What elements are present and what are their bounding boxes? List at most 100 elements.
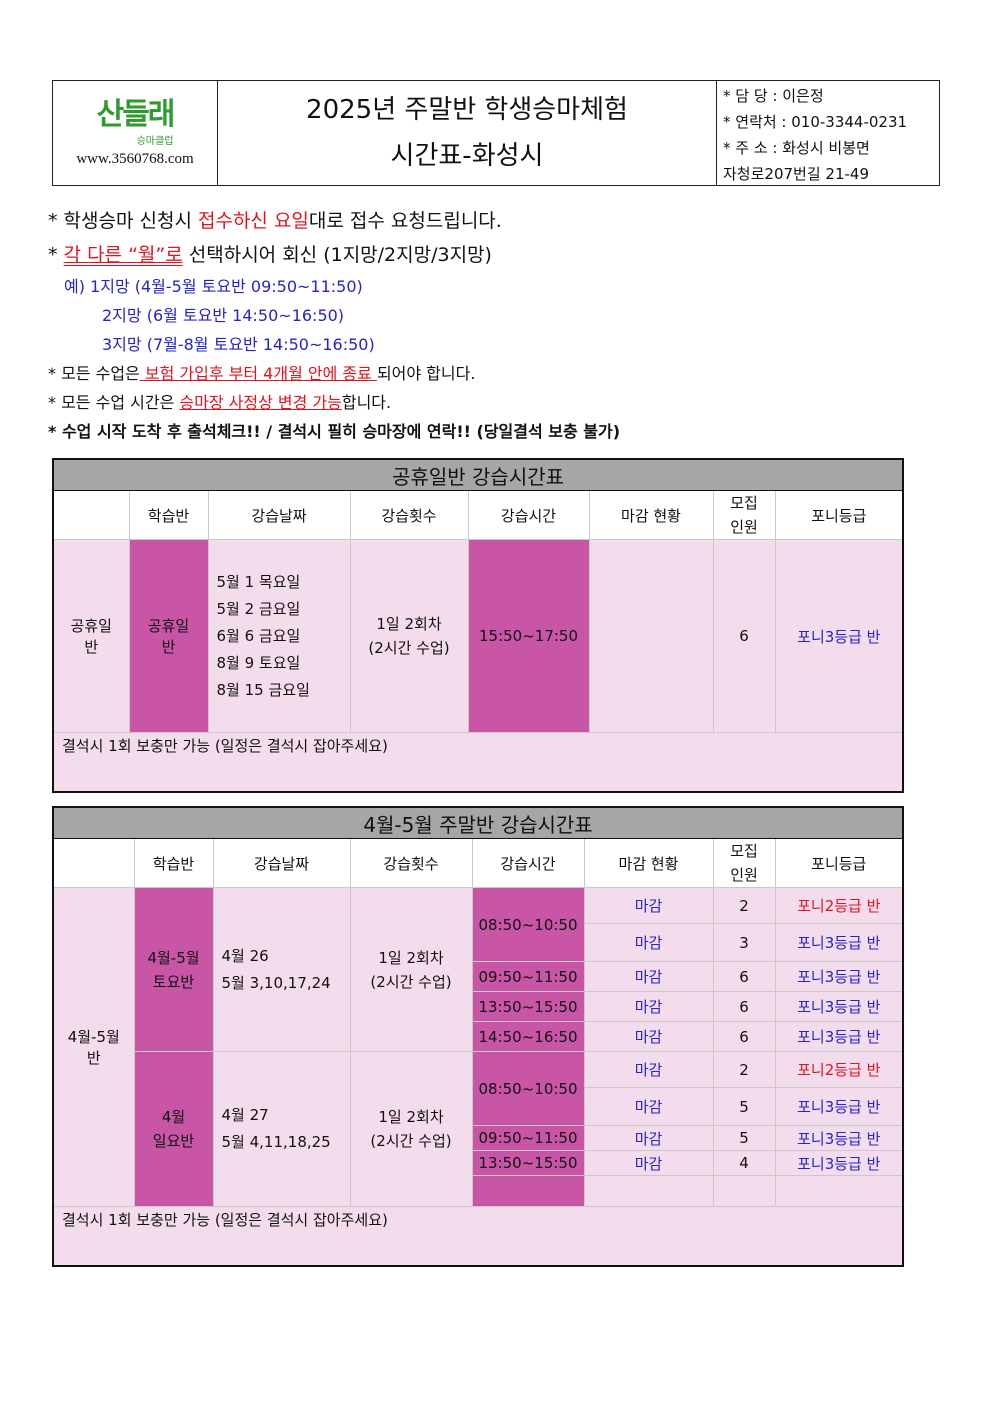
table-note: 결석시 1회 보충만 가능 (일정은 결석시 잡아주세요) [52,1206,904,1266]
example-3: 3지망 (7월-8월 토요반 14:50~16:50) [102,335,375,354]
status-cell: 마감 [583,1087,714,1126]
status-cell [588,539,714,733]
col-dates: 강습날짜 [207,490,351,540]
header-row: 학습반 강습날짜 강습횟수 강습시간 마감 현황 모집 인원 포니등급 [52,490,904,540]
capacity-cell: 5 [712,1087,776,1126]
weekend-schedule-table: 4월-5월 주말반 강습시간표 학습반 강습날짜 강습횟수 강습시간 마감 현황… [52,806,905,1267]
contact-info: * 담 당 : 이은정 * 연락처 : 010-3344-0231 * 주 소 … [717,81,939,185]
note-4: * 모든 수업 시간은 승마장 사정상 변경 가능합니다. [48,388,620,417]
dates-cell: 5월 1 목요일 5월 2 금요일 6월 6 금요일 8월 9 토요일 8월 1… [207,539,351,733]
col-time: 강습시간 [471,838,585,888]
status-cell: 마감 [583,991,714,1022]
time-cell: 15:50~17:50 [467,539,590,733]
time-cell: 14:50~16:50 [471,1021,585,1052]
holiday-schedule-table: 공휴일반 강습시간표 학습반 강습날짜 강습횟수 강습시간 마감 현황 모집 인… [52,458,905,793]
col-sessions: 강습횟수 [349,838,473,888]
contact-address: * 주 소 : 화성시 비봉면 [723,139,870,157]
date: 6월 6 금요일 [216,626,301,645]
status-cell: 마감 [583,1051,714,1088]
example-1: 예) 1지망 (4월-5월 토요반 09:50~11:50) [64,277,363,296]
grade-cell: 포니3등급 반 [774,961,904,992]
logo: 산들래 승마클럽 www.3560768.com [53,81,218,185]
capacity-cell: 2 [712,887,776,924]
time-cell: 08:50~10:50 [471,887,585,962]
sessions-cell-saturday: 1일 2회차 (2시간 수업) [349,887,473,1052]
dates-cell-sunday: 4월 27 5월 4,11,18,25 [212,1051,351,1207]
status-cell-empty [583,1175,714,1207]
note-3: * 모든 수업은 보험 가입후 부터 4개월 안에 종료 되어야 합니다. [48,359,620,388]
text: * 학생승마 신청시 [48,210,198,232]
capacity-cell: 6 [712,1021,776,1052]
col-status: 마감 현황 [583,838,714,888]
class-cell-sunday: 4월 일요반 [133,1051,214,1207]
header-blank [52,490,130,540]
status-cell: 마감 [583,923,714,962]
text: 되어야 합니다. [376,364,476,383]
status-cell: 마감 [583,1021,714,1052]
grade-cell: 포니3등급 반 [774,1087,904,1126]
highlight: 보험 가입후 부터 4개월 안에 종료 [139,364,377,383]
table-row: 14:50~16:50 마감 6 포니3등급 반 [53,1021,904,1052]
logo-sub: 승마클럽 [136,136,174,147]
time-cell: 09:50~11:50 [471,1125,585,1151]
contact-manager: * 담 당 : 이은정 [723,87,824,105]
col-grade: 포니등급 [774,490,904,540]
capacity-cell: 2 [712,1051,776,1088]
grade-cell: 포니3등급 반 [774,1125,904,1151]
note-1: * 학생승마 신청시 접수하신 요일대로 접수 요청드립니다. [48,204,620,238]
contact-phone: * 연락처 : 010-3344-0231 [723,113,908,131]
time-cell-empty [471,1175,585,1207]
logo-brand: 산들래 [96,97,176,132]
grade-cell: 포니3등급 반 [774,923,904,962]
col-status: 마감 현황 [588,490,714,540]
group-cell: 4월-5월 반 [52,887,135,1207]
text: * 모든 수업 시간은 [48,393,180,412]
table-row: 공휴일 반 공휴일 반 5월 1 목요일 5월 2 금요일 6월 6 금요일 8… [52,539,904,733]
highlight: 접수하신 요일 [197,210,309,232]
col-grade: 포니등급 [774,838,904,888]
col-class: 학습반 [133,838,214,888]
table-title: 공휴일반 강습시간표 [52,458,904,491]
capacity-cell: 3 [712,923,776,962]
col-capacity: 모집 인원 [712,838,776,888]
dates-cell-saturday: 4월 26 5월 3,10,17,24 [212,887,351,1052]
document-header: 산들래 승마클럽 www.3560768.com 2025년 주말반 학생승마체… [52,80,940,186]
grade-cell: 포니3등급 반 [774,991,904,1022]
table-row: 13:50~15:50 마감 6 포니3등급 반 [53,991,904,1022]
status-cell: 마감 [583,887,714,924]
capacity-cell-empty [712,1175,776,1207]
sessions-cell-sunday: 1일 2회차 (2시간 수업) [349,1051,473,1207]
text: 대로 접수 요청드립니다. [308,210,502,232]
text: 합니다. [341,393,392,412]
contact-address-2: 자청로207번길 21-49 [723,165,869,183]
time-cell: 09:50~11:50 [471,961,585,992]
capacity-cell: 6 [712,961,776,992]
grade-cell-empty [774,1175,904,1207]
time-cell: 13:50~15:50 [471,1150,585,1176]
text: * 모든 수업은 [48,364,140,383]
group-cell: 공휴일 반 [52,539,130,733]
capacity-cell: 6 [712,539,776,733]
date: 8월 9 토요일 [216,653,301,672]
status-cell: 마감 [583,1125,714,1151]
highlight: 각 다른 “월”로 [63,244,183,266]
highlight: 승마장 사정상 변경 가능 [179,393,342,412]
capacity-cell: 6 [712,991,776,1022]
status-cell: 마감 [583,961,714,992]
notes: * 학생승마 신청시 접수하신 요일대로 접수 요청드립니다. * 각 다른 “… [48,204,620,446]
grade-cell: 포니2등급 반 [774,1051,904,1088]
sessions-cell: 1일 2회차 (2시간 수업) [349,539,469,733]
table-row: 09:50~11:50 마감 6 포니3등급 반 [53,961,904,992]
date: 5월 1 목요일 [216,572,301,591]
logo-url: www.3560768.com [76,151,194,167]
grade-cell: 포니2등급 반 [774,887,904,924]
status-cell: 마감 [583,1150,714,1176]
table-title: 4월-5월 주말반 강습시간표 [52,806,904,839]
time-cell: 08:50~10:50 [471,1051,585,1126]
col-time: 강습시간 [467,490,590,540]
grade-cell: 포니3등급 반 [774,1150,904,1176]
text: * [48,244,64,266]
col-dates: 강습날짜 [212,838,351,888]
text: 선택하시어 회신 (1지망/2지망/3지망) [182,244,492,266]
